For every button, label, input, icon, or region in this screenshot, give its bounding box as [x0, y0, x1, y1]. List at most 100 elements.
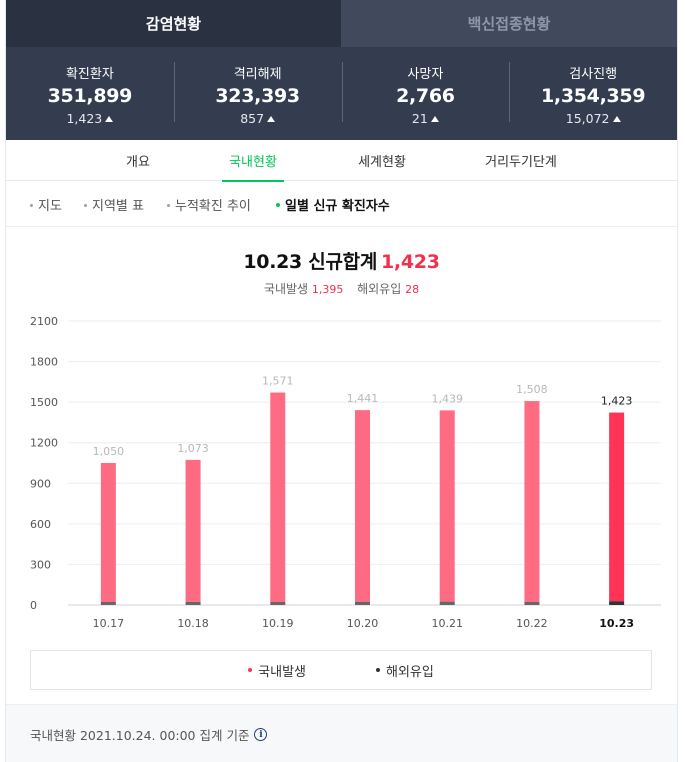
bar-imported [609, 601, 625, 605]
filter-cumulative-trend[interactable]: 누적확진 추이 [167, 195, 251, 214]
imported-label: 해외유입 [357, 282, 402, 296]
stats-summary: 확진환자 351,899 1,423 격리해제 323,393 857 사망자 … [6, 47, 677, 140]
filter-daily-new-cases[interactable]: 일별 신규 확진자수 [276, 195, 390, 214]
bar-domestic [355, 410, 370, 602]
y-tick-label: 1500 [30, 396, 58, 409]
filter-map[interactable]: 지도 [30, 195, 62, 214]
legend-item-imported[interactable]: 해외유입 [376, 661, 434, 680]
chart-header: 10.23 신규합계 1,423 국내발생 1,395 해외유입 28 [6, 247, 677, 297]
footer-note: 국내현황 2021.10.24. 00:00 집계 기준 i [30, 725, 268, 744]
bar-imported [185, 601, 201, 605]
stat-delta: 15,072 [509, 111, 677, 126]
up-arrow-icon [267, 116, 276, 122]
footer: 국내현황 2021.10.24. 00:00 집계 기준 i [6, 704, 677, 762]
bar-domestic [524, 401, 540, 603]
bar-imported [270, 602, 286, 605]
domestic-value: 1,395 [311, 283, 344, 296]
chart-subtitle: 국내발생 1,395 해외유입 28 [6, 280, 677, 297]
x-tick-label: 10.19 [262, 617, 294, 630]
bar-domestic [100, 463, 116, 603]
chart-title-total: 1,423 [381, 251, 440, 273]
bullet-dot-icon [84, 204, 87, 207]
stat-label: 사망자 [407, 67, 444, 82]
stat-label: 격리해제 [233, 67, 282, 82]
covid-status-panel: 감염현황 백신접종현황 확진환자 351,899 1,423 격리해제 323,… [5, 0, 678, 762]
stat-delta-value: 15,072 [565, 111, 610, 126]
up-arrow-icon [105, 116, 114, 122]
stat-deaths: 사망자 2,766 21 [341, 47, 510, 140]
footer-text: 국내현황 2021.10.24. 00:00 집계 기준 [30, 728, 250, 743]
stat-delta: 21 [342, 111, 510, 126]
bullet-dot-icon [167, 204, 170, 207]
domestic-label: 국내발생 [263, 282, 309, 296]
legend-dot-icon [248, 668, 253, 672]
chart-title: 10.23 신규합계 1,423 [6, 247, 677, 274]
y-tick-label: 2100 [30, 315, 58, 328]
subtab-domestic[interactable]: 국내현황 [222, 140, 284, 182]
legend-label: 국내발생 [258, 664, 306, 680]
filter-label: 지역별 표 [92, 199, 144, 214]
bar-imported [100, 602, 116, 605]
info-icon[interactable]: i [254, 728, 268, 741]
bar-value-label: 1,050 [93, 445, 125, 458]
main-tabs: 감염현황 백신접종현황 [6, 0, 677, 47]
bullet-dot-icon [30, 204, 33, 207]
up-arrow-icon [430, 116, 439, 122]
chart-title-text: 10.23 신규합계 [243, 251, 378, 273]
stat-value: 323,393 [215, 85, 300, 107]
filter-label: 일별 신규 확진자수 [285, 199, 390, 214]
bar-domestic [185, 459, 201, 602]
stat-value: 351,899 [47, 85, 133, 107]
tab-infection-status[interactable]: 감염현황 [6, 0, 341, 47]
subtab-world[interactable]: 세계현황 [358, 155, 406, 170]
y-tick-label: 900 [30, 477, 51, 490]
x-tick-label: 10.23 [599, 617, 634, 630]
tab-vaccination-status[interactable]: 백신접종현황 [341, 0, 677, 47]
x-tick-label: 10.18 [177, 617, 209, 630]
filter-label: 지도 [38, 199, 62, 214]
status-header: 감염현황 백신접종현황 확진환자 351,899 1,423 격리해제 323,… [6, 0, 677, 140]
filter-region-table[interactable]: 지역별 표 [84, 195, 144, 214]
stat-testing: 검사진행 1,354,359 15,072 [509, 47, 677, 140]
stat-value: 1,354,359 [540, 85, 646, 107]
stat-label: 확진환자 [65, 67, 114, 82]
bar-imported [355, 601, 370, 605]
x-tick-label: 10.20 [347, 617, 379, 630]
y-tick-label: 1200 [30, 437, 58, 450]
stat-delta: 1,423 [6, 111, 174, 126]
up-arrow-icon [612, 116, 621, 122]
stat-label: 검사진행 [569, 67, 618, 82]
bar-value-label: 1,073 [177, 442, 209, 455]
bar-imported [524, 602, 540, 605]
y-tick-label: 600 [30, 518, 51, 531]
bar-domestic [270, 392, 286, 603]
bar-imported [439, 601, 455, 605]
imported-value: 28 [405, 283, 420, 296]
x-tick-label: 10.17 [93, 617, 125, 630]
bar-value-label: 1,508 [516, 383, 548, 396]
stat-delta-value: 857 [240, 111, 265, 126]
stat-confirmed: 확진환자 351,899 1,423 [6, 47, 174, 140]
daily-cases-bar-chart: 0 300 600 900 1200 1500 1800 2100 1,050 10.17 1,07… [30, 315, 661, 630]
bar-value-label: 1,439 [431, 392, 463, 405]
legend-dot-icon [376, 668, 380, 672]
subtab-distancing-level[interactable]: 거리두기단계 [485, 155, 557, 170]
y-tick-label: 0 [30, 599, 37, 612]
subtab-overview[interactable]: 개요 [126, 155, 150, 170]
stat-released: 격리해제 323,393 857 [173, 47, 342, 140]
legend-item-domestic[interactable]: 국내발생 [248, 661, 306, 680]
bullet-dot-icon [276, 203, 280, 207]
chart-legend: 국내발생 해외유입 [30, 650, 652, 690]
legend-label: 해외유입 [386, 664, 434, 680]
stat-delta: 857 [174, 111, 342, 126]
bar-value-label: 1,423 [601, 395, 633, 408]
bar-domestic [439, 410, 455, 602]
stat-delta-value: 1,423 [66, 111, 103, 126]
x-tick-label: 10.22 [516, 617, 548, 630]
sub-tabs: 개요 국내현황 세계현황 거리두기단계 [6, 140, 677, 182]
y-tick-label: 1800 [30, 356, 58, 369]
x-tick-label: 10.21 [431, 617, 463, 630]
chart-filter-menu: 지도 지역별 표 누적확진 추이 일별 신규 확진자수 [6, 181, 677, 227]
bar-value-label: 1,441 [347, 392, 379, 405]
stat-delta-value: 21 [411, 111, 428, 126]
